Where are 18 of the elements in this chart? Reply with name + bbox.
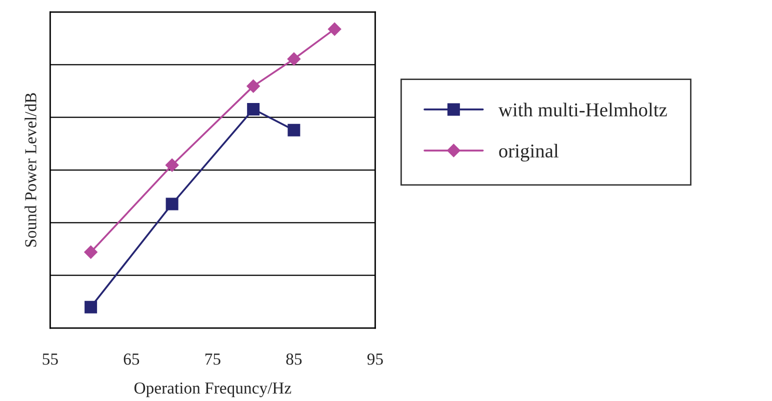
point <box>165 158 179 172</box>
x-tick-label: 75 <box>205 354 220 365</box>
x-tick-label: 55 <box>42 354 58 365</box>
point <box>247 102 260 116</box>
x-tick-label: 95 <box>367 354 383 365</box>
legend-label: with multi-Helmholtz <box>498 102 667 116</box>
point <box>328 22 342 36</box>
point <box>166 198 178 210</box>
point <box>84 300 98 314</box>
x-tick-label: 65 <box>124 354 140 365</box>
point <box>246 80 260 93</box>
legend-label: original <box>499 144 558 162</box>
x-tick-label: 85 <box>286 354 302 365</box>
x-axis-title: Operation Frequncy/Hz <box>134 382 292 398</box>
y-axis-title: Sound Power Level/dB <box>24 93 36 247</box>
point <box>84 245 98 259</box>
point <box>287 52 301 66</box>
point <box>288 124 300 136</box>
